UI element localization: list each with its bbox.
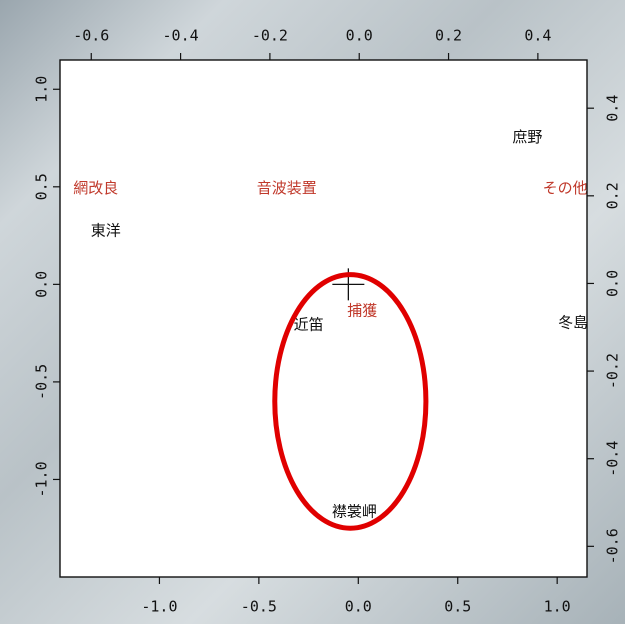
bottom-axis-tick-label: 0.0	[345, 598, 372, 616]
point-label: 庶野	[512, 128, 542, 146]
top-axis-tick-label: 0.2	[435, 27, 462, 45]
point-label: 近笛	[294, 315, 324, 333]
plot-frame	[59, 59, 588, 578]
right-axis-tick-label: 0.4	[604, 95, 622, 122]
right-axis-tick-label: 0.0	[604, 270, 622, 297]
point-label: 捕獲	[347, 302, 377, 320]
point-label: 網改良	[73, 179, 118, 197]
top-axis-tick-label: -0.2	[252, 27, 288, 45]
left-axis-tick-label: 1.0	[33, 76, 51, 103]
right-axis-tick-label: -0.4	[604, 441, 622, 477]
point-label: 東洋	[91, 222, 121, 240]
bottom-axis-tick-label: 1.0	[544, 598, 571, 616]
top-axis-tick-label: -0.6	[73, 27, 109, 45]
point-label: その他	[543, 179, 588, 197]
top-axis-tick-label: 0.0	[346, 27, 373, 45]
right-axis-tick-label: -0.6	[604, 528, 622, 564]
bottom-axis-tick-label: -0.5	[241, 598, 277, 616]
top-axis-tick-label: 0.4	[524, 27, 551, 45]
point-label: 音波装置	[257, 179, 317, 197]
left-axis-tick-label: 0.0	[33, 271, 51, 298]
bottom-axis-tick-label: 0.5	[444, 598, 471, 616]
right-axis-tick-label: 0.2	[604, 182, 622, 209]
annotation-ellipse	[272, 272, 429, 531]
bottom-axis-tick-label: -1.0	[141, 598, 177, 616]
right-axis-tick-label: -0.2	[604, 353, 622, 389]
top-axis-tick-label: -0.4	[163, 27, 199, 45]
left-axis-tick-label: 0.5	[33, 173, 51, 200]
plot-background	[60, 60, 587, 577]
left-axis-tick-label: -0.5	[33, 364, 51, 400]
left-axis-tick-label: -1.0	[33, 461, 51, 497]
point-label: 冬島	[558, 313, 588, 331]
point-label: 襟裳岬	[332, 503, 377, 521]
